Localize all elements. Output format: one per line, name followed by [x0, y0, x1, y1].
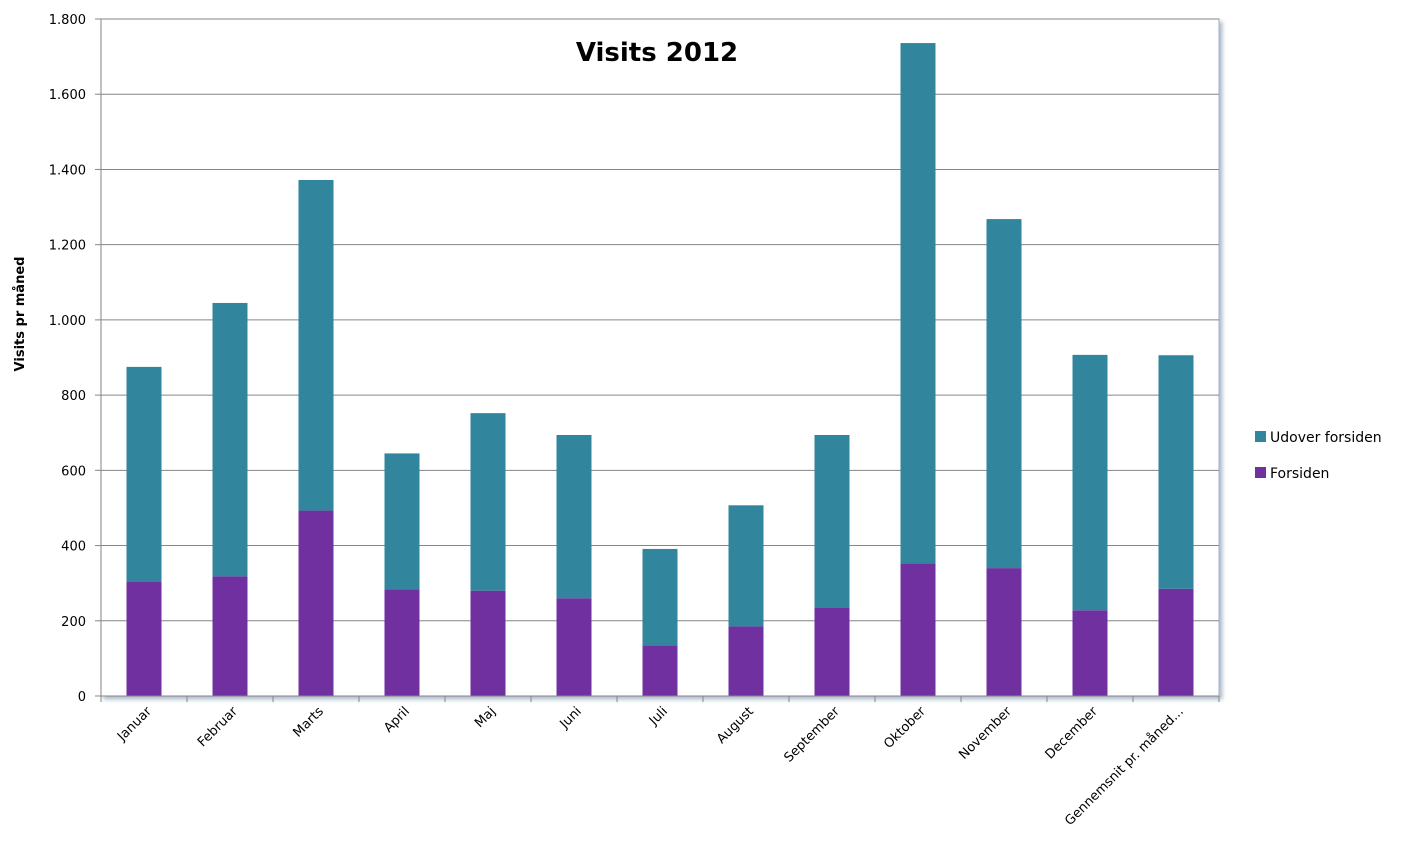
x-category-label: Juli — [646, 704, 671, 729]
bar-forsiden — [900, 563, 936, 696]
x-category-label: November — [956, 704, 1015, 763]
bar-forsiden — [212, 576, 248, 696]
x-category-label: Maj — [472, 704, 499, 731]
bar-udover-forsiden — [814, 434, 850, 608]
y-axis-title: Visits pr måned — [13, 257, 28, 372]
y-tick-label: 1.400 — [49, 163, 86, 178]
y-tick-label: 0 — [78, 690, 86, 705]
bar-forsiden — [1072, 610, 1108, 696]
bar-forsiden — [986, 568, 1022, 696]
y-tick-label: 600 — [61, 464, 86, 479]
bar-udover-forsiden — [728, 505, 764, 627]
y-tick-label: 1.200 — [49, 239, 86, 254]
y-tick-label: 1.800 — [49, 13, 86, 28]
y-tick-label: 1.600 — [49, 88, 86, 103]
y-tick-label: 200 — [61, 615, 86, 630]
y-tick-labels: 0 200 400 600 800 1.000 1.200 1.400 1.600 1.800 — [49, 13, 86, 705]
legend-label: Udover forsiden — [1270, 430, 1382, 446]
bar-udover-forsiden — [298, 179, 334, 511]
legend-swatch — [1255, 431, 1266, 442]
bar-forsiden — [556, 598, 592, 696]
bar-udover-forsiden — [212, 302, 248, 577]
axes — [95, 18, 1220, 702]
bars — [126, 43, 1194, 696]
bar-forsiden — [298, 510, 334, 696]
bar-forsiden — [470, 590, 506, 696]
bar-udover-forsiden — [986, 219, 1022, 569]
x-category-label: April — [381, 704, 413, 736]
x-category-label: Januar — [114, 704, 155, 745]
bar-forsiden — [384, 589, 420, 696]
bar-udover-forsiden — [384, 453, 420, 590]
x-category-label: Februar — [195, 704, 241, 750]
x-category-label: September — [781, 704, 843, 766]
chart-title: Visits 2012 — [576, 38, 738, 68]
x-category-label: December — [1043, 704, 1102, 763]
bar-forsiden — [642, 645, 678, 696]
bar-forsiden — [814, 607, 850, 696]
gridlines — [101, 18, 1219, 622]
bar-forsiden — [126, 581, 162, 696]
bar-udover-forsiden — [1072, 354, 1108, 611]
bar-forsiden — [728, 626, 764, 696]
bar-forsiden — [1158, 588, 1194, 696]
legend-swatch — [1255, 467, 1266, 478]
bar-udover-forsiden — [126, 366, 162, 582]
x-category-label: Oktober — [881, 704, 929, 752]
x-tick-labels: Januar Februar Marts April Maj Juni Juli August… — [114, 704, 1187, 829]
bar-udover-forsiden — [642, 548, 678, 646]
bar-udover-forsiden — [556, 434, 592, 599]
legend-label: Forsiden — [1270, 466, 1329, 482]
x-category-label: Marts — [290, 704, 327, 741]
y-tick-label: 800 — [61, 389, 86, 404]
bar-udover-forsiden — [900, 43, 936, 564]
bar-udover-forsiden — [1158, 355, 1194, 589]
legend: Udover forsiden Forsiden — [1255, 430, 1382, 482]
y-tick-label: 1.000 — [49, 314, 86, 329]
bar-udover-forsiden — [470, 413, 506, 591]
x-category-label: August — [714, 704, 757, 747]
y-tick-label: 400 — [61, 540, 86, 555]
x-category-label: Juni — [557, 704, 585, 732]
